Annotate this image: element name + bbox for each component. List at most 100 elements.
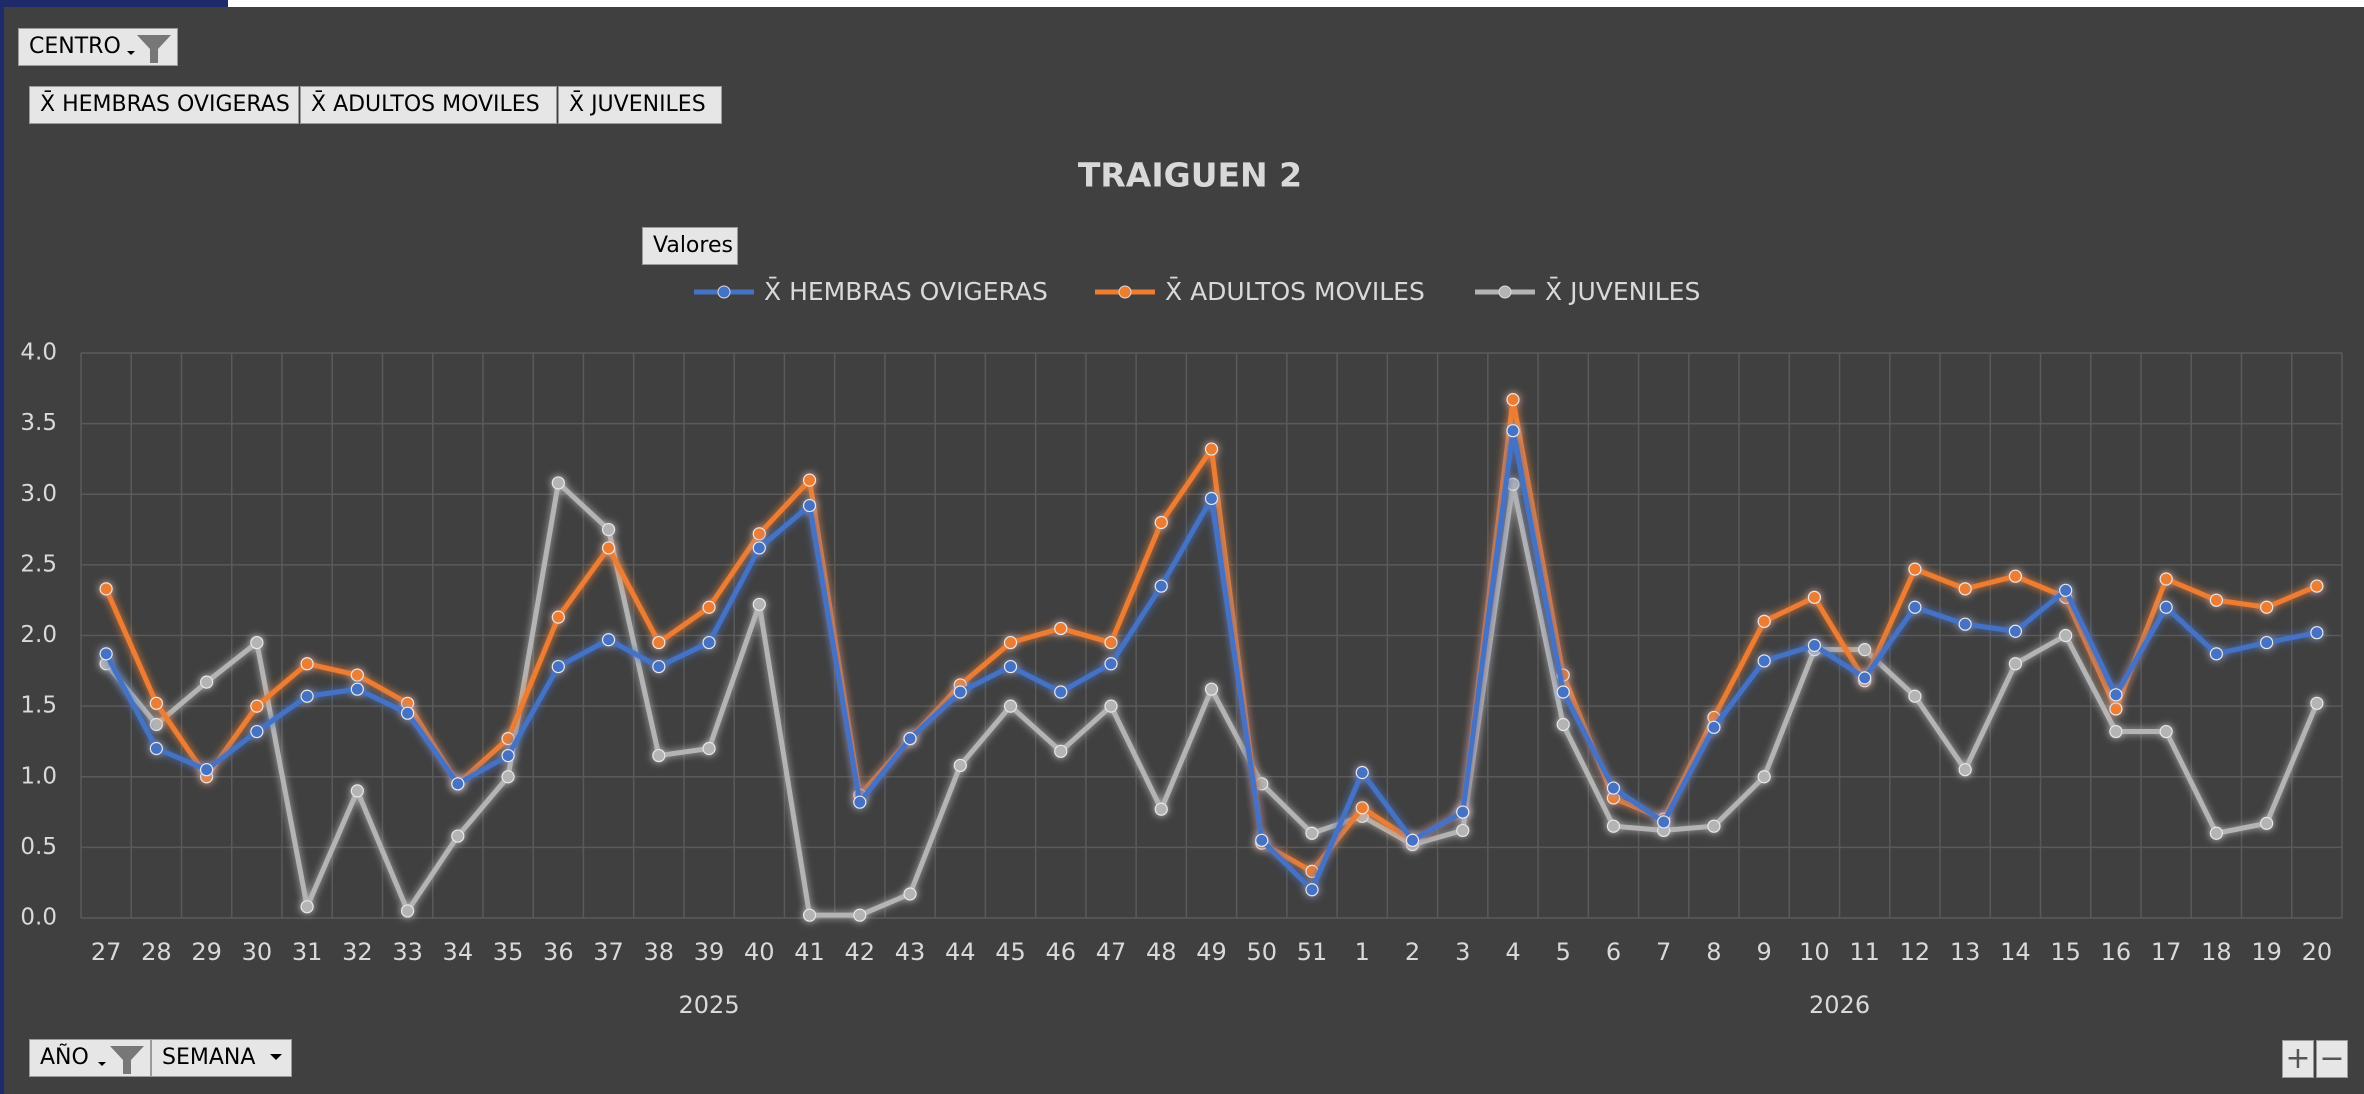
x-tick-label: 6 xyxy=(1606,938,1621,966)
chart-title: TRAIGUEN 2 xyxy=(1078,156,1302,195)
data-point xyxy=(1807,638,1822,652)
data-point xyxy=(1204,442,1219,456)
data-point xyxy=(200,763,214,777)
data-point xyxy=(1255,833,1269,847)
data-point xyxy=(551,476,565,490)
data-point xyxy=(1908,689,1922,703)
button-label: SEMANA xyxy=(162,1045,256,1070)
value-field-button[interactable]: X̄ HEMBRAS OVIGERAS xyxy=(29,86,299,124)
legend-marker xyxy=(1498,285,1512,299)
data-point xyxy=(1456,823,1470,838)
x-tick-label: 8 xyxy=(1706,938,1721,966)
legend-marker xyxy=(1118,285,1132,299)
data-point xyxy=(1908,600,1922,614)
data-point xyxy=(702,741,716,756)
value-field-button[interactable]: X̄ JUVENILES xyxy=(558,86,722,124)
data-point xyxy=(853,908,867,922)
values-button[interactable]: Valores xyxy=(642,227,738,265)
series xyxy=(99,424,2324,897)
data-point xyxy=(752,597,766,612)
x-tick-label: 29 xyxy=(191,938,222,966)
data-point xyxy=(1606,819,1621,833)
top-left-band xyxy=(0,0,228,7)
x-tick-label: 50 xyxy=(1246,938,1277,966)
x-tick-label: 48 xyxy=(1146,938,1177,966)
x-tick-label: 13 xyxy=(1950,938,1981,966)
data-point xyxy=(1003,635,1018,650)
data-point xyxy=(1054,621,1068,636)
collapse-button[interactable]: − xyxy=(2316,1040,2348,1078)
data-point xyxy=(2310,579,2324,593)
data-point xyxy=(1506,424,1520,438)
button-label: AÑO xyxy=(40,1045,89,1070)
data-point xyxy=(1506,393,1520,407)
left-border xyxy=(0,0,4,1094)
data-point xyxy=(953,758,967,773)
dropdown-arrow xyxy=(270,1054,282,1060)
expand-button[interactable]: + xyxy=(2282,1040,2314,1078)
x-tick-label: 38 xyxy=(644,938,675,966)
y-tick-label: 1.5 xyxy=(20,693,57,719)
x-tick-label: 15 xyxy=(2050,938,2081,966)
x-tick-label: 2 xyxy=(1405,938,1420,966)
x-tick-label: 7 xyxy=(1656,938,1671,966)
data-point xyxy=(1757,770,1771,784)
data-point xyxy=(99,582,113,596)
x-tick-label: 33 xyxy=(392,938,423,966)
data-point xyxy=(200,675,214,689)
axis-field-button[interactable]: SEMANA xyxy=(151,1039,292,1077)
data-point xyxy=(2159,600,2173,614)
x-tick-label: 42 xyxy=(845,938,876,966)
data-point xyxy=(1204,491,1219,506)
data-point xyxy=(300,689,314,703)
x-tick-label: 18 xyxy=(2201,938,2232,966)
data-point xyxy=(2008,657,2023,671)
data-point xyxy=(1204,682,1219,696)
data-point xyxy=(601,633,616,647)
x-tick-label: 12 xyxy=(1900,938,1931,966)
data-point xyxy=(1958,582,1972,596)
x-tick-label: 11 xyxy=(1849,938,1880,966)
data-point xyxy=(601,522,616,537)
value-field-button[interactable]: X̄ ADULTOS MOVILES xyxy=(300,86,557,124)
x-tick-label: 40 xyxy=(744,938,775,966)
series xyxy=(99,476,2324,922)
data-point xyxy=(1606,781,1621,795)
data-point xyxy=(1104,699,1118,713)
data-point xyxy=(99,647,113,661)
x-tick-label: 16 xyxy=(2101,938,2132,966)
x-tick-label: 45 xyxy=(995,938,1026,966)
legend-label: X̄ JUVENILES xyxy=(1545,276,1700,306)
x-tick-label: 31 xyxy=(292,938,323,966)
top-border xyxy=(0,0,2364,7)
x-tick-label: 44 xyxy=(945,938,976,966)
data-point xyxy=(551,610,565,624)
data-point xyxy=(2209,826,2223,840)
data-point xyxy=(702,600,716,614)
x-tick-label: 49 xyxy=(1196,938,1227,966)
data-point xyxy=(652,748,666,763)
data-point xyxy=(2209,593,2223,607)
data-point xyxy=(903,887,917,901)
data-point xyxy=(2260,635,2274,650)
x-tick-label: 1 xyxy=(1355,938,1370,966)
x-tick-label: 35 xyxy=(493,938,524,966)
data-point xyxy=(1456,805,1470,819)
data-point xyxy=(1104,635,1118,650)
data-point xyxy=(250,635,264,650)
data-point xyxy=(1556,717,1570,732)
data-point xyxy=(2109,688,2123,702)
data-point xyxy=(400,904,415,918)
data-point xyxy=(2159,572,2173,586)
x-tick-label: 32 xyxy=(342,938,373,966)
button-label: CENTRO xyxy=(29,34,121,59)
report-filter-button[interactable]: CENTRO xyxy=(18,28,178,66)
data-point xyxy=(501,770,515,784)
x-tick-label: 39 xyxy=(694,938,725,966)
data-point xyxy=(2059,628,2073,643)
data-point xyxy=(1657,815,1671,829)
axis-field-button[interactable]: AÑO xyxy=(29,1039,151,1077)
legend-label: X̄ HEMBRAS OVIGERAS xyxy=(764,276,1048,306)
data-point xyxy=(802,498,817,513)
filter-icon xyxy=(127,35,171,63)
